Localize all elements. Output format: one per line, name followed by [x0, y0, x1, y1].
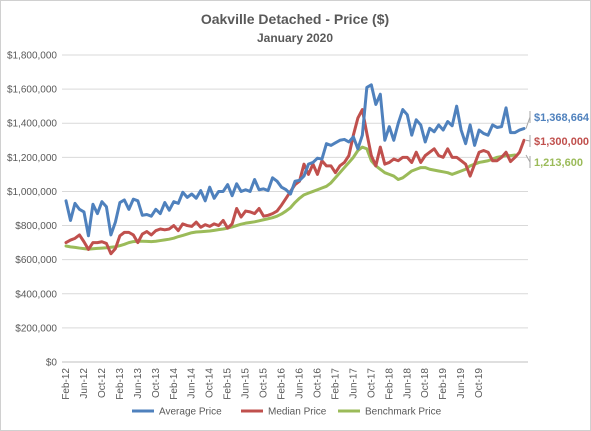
- x-tick-label: Jun-13: [133, 368, 144, 399]
- end-label: 1,213,600: [534, 157, 583, 169]
- x-tick-label: Jun-12: [79, 368, 90, 399]
- y-axis: $0 $200,000 $400,000 $600,000 $800,000 $1,000…: [7, 51, 57, 369]
- x-tick-label: Oct-14: [205, 368, 216, 398]
- series-line-average-price: [64, 83, 526, 238]
- x-tick-label: Oct-16: [312, 368, 323, 398]
- y-tick-label: $1,000,000: [7, 187, 57, 198]
- y-tick-label: $1,200,000: [7, 153, 57, 164]
- x-tick-label: Feb-16: [277, 368, 288, 400]
- x-tick-label: Jun-17: [348, 368, 359, 399]
- y-tick-label: $600,000: [15, 255, 57, 266]
- x-tick-label: Feb-17: [330, 368, 341, 400]
- x-tick-label: Oct-17: [366, 368, 377, 398]
- x-tick-label: Jun-14: [187, 368, 198, 399]
- series-line-benchmark-price: [64, 145, 517, 251]
- end-label-leader: [525, 139, 531, 142]
- x-tick-label: Feb-14: [169, 368, 180, 400]
- end-label: $1,368,664: [534, 112, 590, 124]
- x-tick-label: Jun-19: [456, 368, 467, 399]
- legend-label: Average Price: [159, 407, 222, 418]
- chart-subtitle: January 2020: [257, 31, 333, 45]
- legend: Average Price Median Price Benchmark Price: [132, 407, 442, 418]
- legend-label: Benchmark Price: [365, 407, 442, 418]
- x-tick-label: Jun-16: [294, 368, 305, 399]
- y-tick-label: $800,000: [15, 221, 57, 232]
- legend-label: Median Price: [268, 407, 327, 418]
- x-tick-label: Oct-15: [259, 368, 270, 398]
- end-label-leader: [525, 154, 531, 163]
- x-tick-label: Jun-15: [241, 368, 252, 399]
- x-tick-label: Feb-15: [223, 368, 234, 400]
- x-tick-label: Feb-19: [438, 368, 449, 400]
- y-tick-label: $0: [46, 358, 58, 369]
- chart-title: Oakville Detached - Price ($): [201, 11, 389, 27]
- end-label: $1,300,000: [534, 136, 589, 148]
- x-tick-label: Jun-18: [402, 368, 413, 399]
- x-axis: Feb-12 Jun-12 Oct-12 Feb-13 Jun-13 Oct-13 Feb-…: [61, 368, 485, 400]
- x-tick-label: Oct-13: [151, 368, 162, 398]
- x-tick-label: Oct-12: [97, 368, 108, 398]
- y-tick-label: $200,000: [15, 323, 57, 334]
- x-tick-label: Oct-19: [474, 368, 485, 398]
- y-tick-label: $1,400,000: [7, 119, 57, 130]
- series-lines: [64, 83, 526, 256]
- y-tick-label: $1,800,000: [7, 51, 57, 62]
- x-tick-label: Feb-13: [115, 368, 126, 400]
- end-label-leader: [525, 116, 531, 129]
- gridlines: [62, 54, 528, 363]
- y-tick-label: $400,000: [15, 289, 57, 300]
- end-labels: $1,368,664 $1,300,000 1,213,600: [525, 111, 590, 169]
- x-tick-label: Oct-18: [420, 368, 431, 398]
- y-tick-label: $1,600,000: [7, 85, 57, 96]
- x-tick-label: Feb-12: [61, 368, 72, 400]
- x-tick-label: Feb-18: [384, 368, 395, 400]
